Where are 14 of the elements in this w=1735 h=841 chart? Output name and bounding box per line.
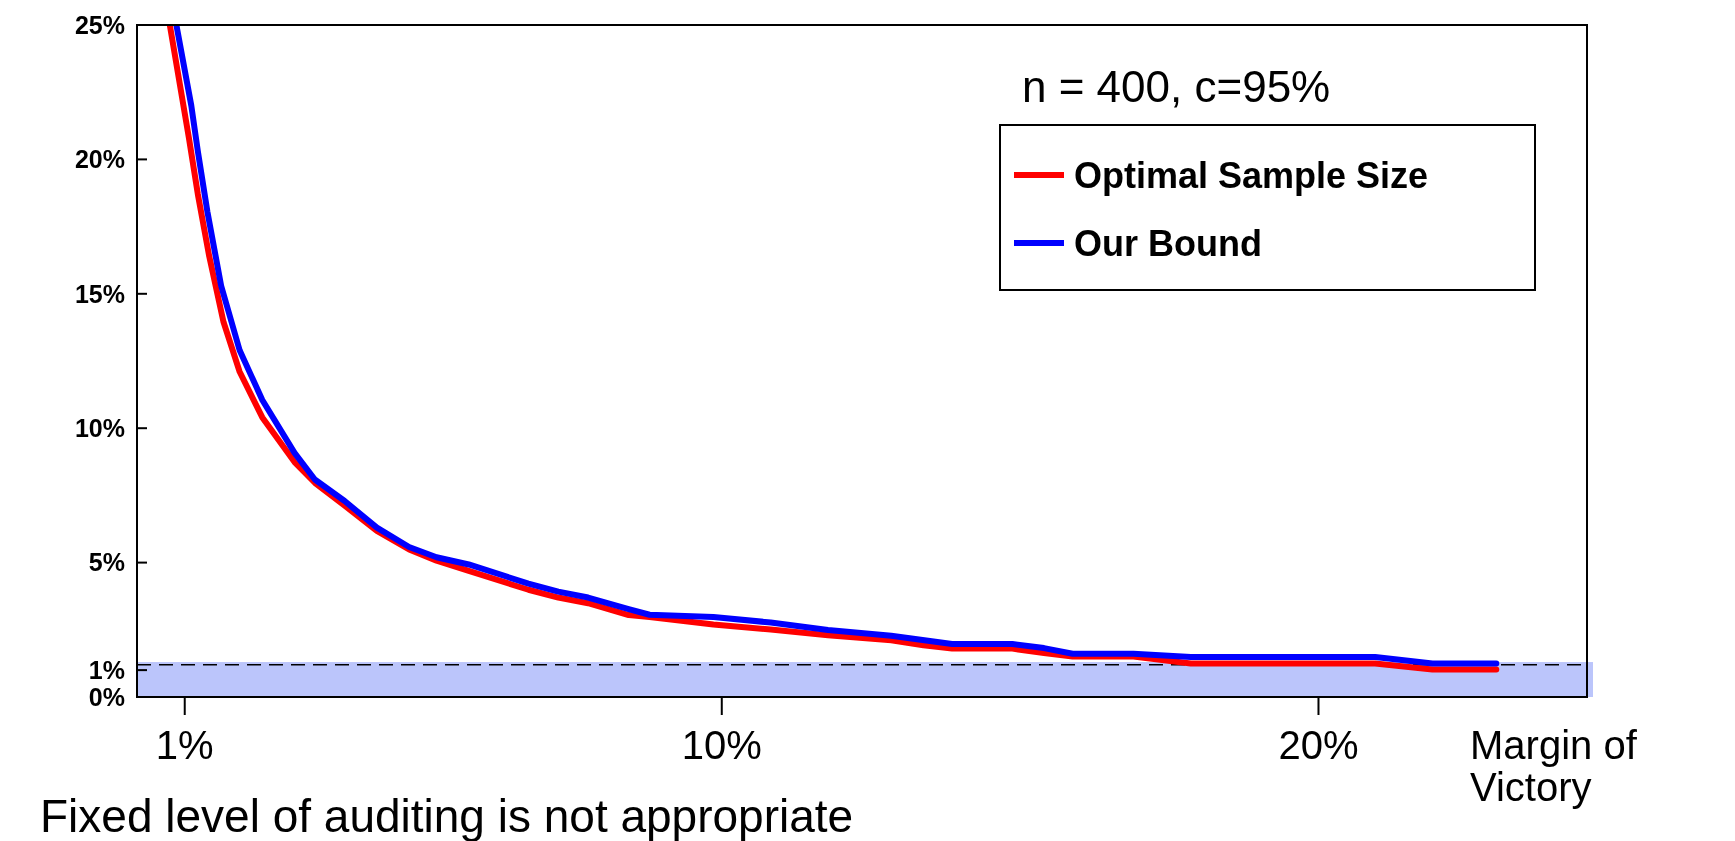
annotation: n = 400, c=95%: [1022, 62, 1331, 111]
y-tick-label: 0%: [88, 682, 125, 711]
y-tick-label: 20%: [74, 145, 125, 174]
x-tick-label: 10%: [681, 723, 762, 767]
y-tick-label: 5%: [88, 548, 125, 577]
y-tick-label: 10%: [74, 413, 125, 442]
x-tick-label: 20%: [1278, 723, 1359, 767]
y-tick-label: 15%: [74, 279, 125, 308]
x-tick-label: 1%: [155, 723, 214, 767]
y-tick-label: 1%: [88, 655, 125, 684]
legend-label: Our Bound: [1074, 222, 1262, 264]
x-axis-title: Margin of Victory: [1470, 723, 1638, 809]
y-tick-label: 25%: [74, 10, 125, 39]
legend-label: Optimal Sample Size: [1074, 154, 1429, 196]
